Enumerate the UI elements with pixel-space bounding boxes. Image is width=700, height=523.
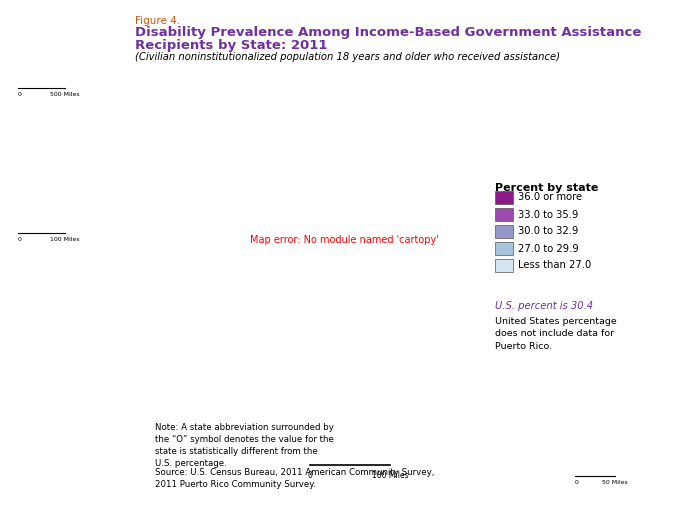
Bar (495, 259, 513, 272)
Text: Disability Prevalence Among Income-Based Government Assistance: Disability Prevalence Among Income-Based… (135, 26, 641, 39)
Text: (Civilian noninstitutionalized population 18 years and older who received assist: (Civilian noninstitutionalized populatio… (135, 52, 560, 62)
Bar (495, 242, 513, 255)
Bar (495, 191, 513, 204)
Text: Note: A state abbreviation surrounded by
the “O” symbol denotes the value for th: Note: A state abbreviation surrounded by… (155, 423, 334, 469)
Text: Less than 27.0: Less than 27.0 (518, 260, 592, 270)
Text: 0: 0 (18, 92, 22, 97)
Text: Figure 4.: Figure 4. (135, 16, 180, 26)
Text: Source: U.S. Census Bureau, 2011 American Community Survey,
2011 Puerto Rico Com: Source: U.S. Census Bureau, 2011 America… (155, 468, 435, 489)
Text: 30.0 to 32.9: 30.0 to 32.9 (518, 226, 578, 236)
Text: 500 Miles: 500 Miles (50, 92, 80, 97)
Text: 27.0 to 29.9: 27.0 to 29.9 (518, 244, 579, 254)
Text: 0: 0 (307, 471, 312, 480)
Text: 36.0 or more: 36.0 or more (518, 192, 582, 202)
Bar (495, 208, 513, 221)
Text: Percent by state: Percent by state (495, 183, 598, 193)
Text: 0: 0 (575, 480, 579, 485)
Text: Recipients by State: 2011: Recipients by State: 2011 (135, 39, 328, 52)
Text: 50 Miles: 50 Miles (602, 480, 628, 485)
Text: 33.0 to 35.9: 33.0 to 35.9 (518, 210, 578, 220)
Text: 0: 0 (18, 237, 22, 242)
Text: Map error: No module named 'cartopy': Map error: No module named 'cartopy' (250, 235, 439, 245)
Text: 100 Miles: 100 Miles (372, 471, 408, 480)
Text: U.S. percent is 30.4: U.S. percent is 30.4 (495, 301, 593, 311)
Bar (495, 225, 513, 238)
Text: United States percentage
does not include data for
Puerto Rico.: United States percentage does not includ… (495, 317, 617, 351)
Text: 100 Miles: 100 Miles (50, 237, 80, 242)
